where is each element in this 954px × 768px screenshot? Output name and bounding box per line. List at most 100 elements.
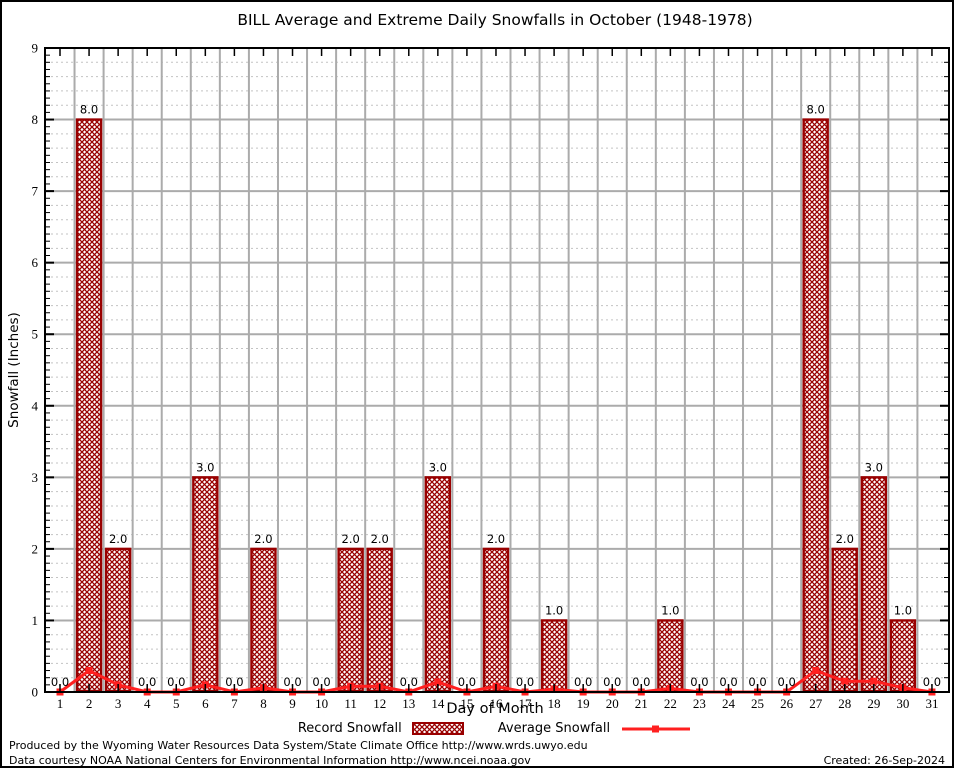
record-bar-day-6 — [192, 476, 219, 693]
day-tick-label: 16 — [489, 696, 503, 711]
value-label-day-2: 8.0 — [80, 103, 98, 117]
y-tick-label: 5 — [32, 327, 39, 342]
value-label-day-22: 1.0 — [661, 603, 679, 617]
value-label-day-23: 0.0 — [690, 675, 708, 689]
value-label-day-24: 0.0 — [719, 675, 737, 689]
average-point-day-27 — [812, 667, 820, 675]
day-tick-label: 31 — [925, 696, 938, 711]
value-label-day-3: 2.0 — [109, 532, 127, 546]
record-bar-day-8 — [250, 547, 277, 693]
record-bar-day-22 — [657, 619, 684, 693]
day-tick-label: 20 — [606, 696, 619, 711]
day-tick-label: 18 — [548, 696, 561, 711]
value-label-day-14: 3.0 — [429, 460, 447, 474]
record-bar-day-30 — [889, 619, 917, 693]
value-label-day-13: 0.0 — [400, 675, 418, 689]
y-tick-label: 6 — [32, 255, 39, 270]
legend-average-label: Average Snowfall — [497, 721, 611, 736]
day-tick-label: 1 — [57, 696, 64, 711]
day-tick-label: 27 — [809, 696, 823, 711]
value-label-day-15: 0.0 — [458, 675, 476, 689]
value-label-day-1: 0.0 — [51, 675, 69, 689]
y-tick-label: 3 — [32, 470, 39, 485]
value-label-day-11: 2.0 — [342, 532, 360, 546]
y-axis-label: Snowfall (Inches) — [6, 312, 22, 428]
day-tick-label: 10 — [315, 696, 328, 711]
value-label-day-30: 1.0 — [894, 603, 912, 617]
average-point-day-29 — [870, 677, 878, 685]
record-bar-day-28 — [831, 547, 858, 693]
day-tick-label: 4 — [144, 696, 151, 711]
y-tick-label: 7 — [32, 184, 39, 199]
day-tick-label: 26 — [780, 696, 794, 711]
day-tick-label: 12 — [373, 696, 386, 711]
value-label-day-4: 0.0 — [138, 675, 156, 689]
plot-border — [44, 47, 950, 693]
record-bar-day-29 — [860, 476, 888, 693]
value-label-day-27: 8.0 — [807, 103, 825, 117]
average-point-day-28 — [841, 677, 849, 685]
day-tick-label: 22 — [664, 696, 677, 711]
value-label-day-18: 1.0 — [545, 603, 563, 617]
value-label-day-6: 3.0 — [196, 460, 214, 474]
day-tick-label: 9 — [289, 696, 296, 711]
day-tick-label: 29 — [867, 696, 880, 711]
record-bar-day-14 — [424, 476, 452, 693]
day-tick-label: 5 — [173, 696, 180, 711]
average-point-day-14 — [434, 678, 442, 686]
record-snowfall-swatch-icon — [411, 722, 464, 735]
value-label-day-21: 0.0 — [632, 675, 650, 689]
value-label-day-20: 0.0 — [603, 675, 621, 689]
record-bar-day-2 — [75, 118, 103, 693]
value-label-day-29: 3.0 — [865, 460, 883, 474]
record-bar-day-27 — [802, 118, 829, 693]
day-tick-label: 7 — [231, 696, 238, 711]
y-tick-label: 9 — [32, 41, 39, 56]
record-bar-day-11 — [337, 547, 364, 693]
value-label-day-7: 0.0 — [225, 675, 243, 689]
axis-layer: 1 2 3 4 5 6 7 8 9 10 11 12 13 14 15 16 17 18 19 20 21 22 23 24 2… — [32, 41, 950, 711]
day-tick-label: 14 — [431, 696, 445, 711]
footer-created-date: Created: 26-Sep-2024 — [823, 754, 945, 767]
average-point-day-2 — [85, 667, 93, 675]
value-label-day-31: 0.0 — [923, 675, 941, 689]
day-tick-label: 8 — [260, 696, 267, 711]
value-label-day-10: 0.0 — [312, 675, 330, 689]
day-tick-label: 11 — [344, 696, 357, 711]
value-label-day-16: 2.0 — [487, 532, 505, 546]
value-label-day-8: 2.0 — [254, 532, 272, 546]
day-tick-label: 25 — [751, 696, 764, 711]
record-bar-day-16 — [482, 547, 510, 693]
day-tick-label: 17 — [519, 696, 533, 711]
value-label-day-17: 0.0 — [516, 675, 534, 689]
day-tick-label: 19 — [577, 696, 590, 711]
day-tick-label: 13 — [402, 696, 415, 711]
day-tick-label: 28 — [838, 696, 851, 711]
day-tick-label: 2 — [86, 696, 93, 711]
record-bar-day-12 — [366, 547, 393, 693]
legend-record-label: Record Snowfall — [297, 721, 402, 736]
day-tick-label: 24 — [722, 696, 736, 711]
value-label-day-25: 0.0 — [748, 675, 766, 689]
chart-legend: Record Snowfall Average Snowfall — [43, 721, 947, 736]
legend-item-average: Average Snowfall — [498, 721, 692, 736]
x-axis-label: Day of Month — [446, 701, 544, 717]
record-bar-day-3 — [104, 547, 132, 693]
value-label-day-12: 2.0 — [371, 532, 389, 546]
day-tick-label: 30 — [896, 696, 909, 711]
y-tick-label: 2 — [32, 541, 39, 556]
snowfall-chart-plot: 0.0 8.0 2.0 0.0 0.0 3.0 0.0 2.0 0.0 0.0 2.0 2.0 0.0 3… — [6, 41, 950, 711]
chart-title: BILL Average and Extreme Daily Snowfalls… — [237, 11, 753, 29]
y-tick-label: 4 — [32, 398, 39, 413]
value-label-day-19: 0.0 — [574, 675, 592, 689]
day-tick-label: 6 — [202, 696, 209, 711]
record-bar-day-18 — [540, 619, 568, 693]
day-tick-label: 3 — [115, 696, 122, 711]
footer-produced-by: Produced by the Wyoming Water Resources … — [9, 739, 588, 752]
y-tick-label: 0 — [32, 685, 39, 700]
average-snowfall-line-icon — [622, 725, 691, 732]
footer-data-courtesy: Data courtesy NOAA National Centers for … — [9, 754, 531, 767]
value-label-day-28: 2.0 — [836, 532, 854, 546]
value-label-day-5: 0.0 — [167, 675, 185, 689]
